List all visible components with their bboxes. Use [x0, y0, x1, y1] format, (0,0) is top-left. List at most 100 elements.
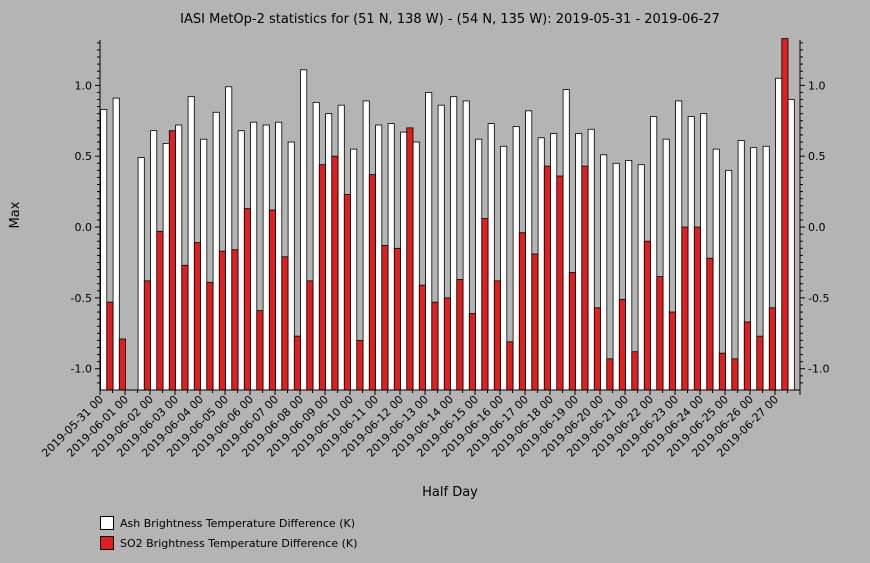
bars	[100, 38, 795, 391]
ash-bar	[212, 111, 220, 391]
ash-bar	[700, 113, 708, 391]
so2-bar	[756, 335, 764, 391]
ash-bar	[200, 138, 208, 391]
so2-bar	[556, 175, 564, 391]
y-tick-label-right: -1.0	[808, 363, 829, 376]
y-tick-label-right: 1.0	[808, 79, 826, 92]
so2-bar	[168, 130, 176, 391]
ash-bar	[375, 124, 383, 391]
legend-swatch-so2	[100, 536, 114, 550]
so2-bar	[268, 209, 276, 391]
so2-bar	[406, 127, 414, 391]
ash-bar	[312, 101, 320, 391]
ash-bar	[687, 116, 695, 391]
so2-bar	[781, 38, 789, 391]
ash-bar	[675, 100, 683, 391]
so2-bar	[381, 245, 389, 391]
ash-bar	[175, 124, 183, 391]
so2-bar	[643, 240, 651, 391]
ash-bar	[187, 96, 195, 391]
so2-bar	[693, 226, 701, 391]
ash-bar	[362, 100, 370, 391]
y-tick-label-right: -0.5	[808, 292, 829, 305]
ash-bar	[512, 126, 520, 391]
ash-bar	[350, 148, 358, 391]
ash-bar	[425, 92, 433, 391]
y-axis-label: Max	[8, 201, 23, 228]
ash-bar	[662, 138, 670, 391]
so2-bar	[668, 311, 676, 391]
so2-bar	[156, 230, 164, 391]
ash-bar	[625, 160, 633, 391]
so2-bar	[456, 279, 464, 391]
ash-bar	[637, 164, 645, 391]
ash-bar	[500, 145, 508, 391]
y-tick-label-right: 0.0	[808, 221, 826, 234]
x-axis-label: Half Day	[422, 485, 478, 500]
so2-bar	[231, 249, 239, 391]
ash-bar	[487, 123, 495, 391]
so2-bar	[443, 297, 451, 391]
ash-bar	[537, 137, 545, 391]
so2-bar	[281, 256, 289, 391]
so2-bar	[493, 280, 501, 391]
so2-bar	[118, 338, 126, 391]
so2-bar	[543, 165, 551, 391]
so2-bar	[206, 281, 214, 391]
ash-bar	[262, 124, 270, 391]
ash-bar	[750, 147, 758, 391]
y-tick-label-right: 0.5	[808, 150, 826, 163]
ash-bar	[337, 104, 345, 391]
so2-bar	[606, 358, 614, 391]
ash-bar	[437, 104, 445, 391]
ash-bar	[300, 69, 308, 391]
ash-bar	[100, 109, 108, 391]
ash-bar	[450, 96, 458, 391]
so2-bar	[506, 341, 514, 391]
ash-bar	[712, 148, 720, 391]
y-tick-label-left: -1.0	[71, 363, 92, 376]
ash-bar	[600, 154, 608, 391]
so2-bar	[343, 194, 351, 391]
ash-bar	[562, 89, 570, 391]
so2-bar	[356, 339, 364, 391]
so2-bar	[318, 164, 326, 391]
y-tick-label-left: -0.5	[71, 292, 92, 305]
so2-bar	[106, 301, 114, 391]
legend-item-so2: SO2 Brightness Temperature Difference (K…	[100, 533, 357, 553]
y-tick-label-left: 0.0	[75, 221, 93, 234]
so2-bar	[631, 351, 639, 391]
so2-bar	[193, 242, 201, 391]
ash-bar	[112, 97, 120, 391]
ash-bar	[762, 145, 770, 391]
so2-bar	[468, 313, 476, 391]
legend-label-so2: SO2 Brightness Temperature Difference (K…	[120, 536, 358, 550]
so2-bar	[518, 232, 526, 391]
ash-bar	[150, 130, 158, 391]
ash-bar	[775, 77, 783, 391]
so2-bar	[418, 284, 426, 391]
so2-bar	[481, 218, 489, 391]
chart-title: IASI MetOp-2 statistics for (51 N, 138 W…	[180, 12, 720, 27]
ash-bar	[287, 141, 295, 391]
ash-bar	[400, 131, 408, 391]
so2-bar	[243, 208, 251, 391]
so2-bar	[568, 271, 576, 391]
so2-bar	[618, 298, 626, 391]
ash-bar	[787, 99, 795, 391]
so2-bar	[256, 310, 264, 391]
so2-bar	[718, 352, 726, 391]
so2-bar	[731, 358, 739, 391]
so2-bar	[368, 174, 376, 391]
ash-bar	[737, 140, 745, 391]
so2-bar	[656, 276, 664, 391]
so2-bar	[768, 307, 776, 391]
ash-bar	[725, 169, 733, 391]
ash-bar	[250, 121, 258, 391]
so2-bar	[181, 264, 189, 391]
so2-bar	[681, 226, 689, 391]
ash-bar	[525, 110, 533, 391]
ash-bar	[275, 121, 283, 391]
ash-bar	[325, 113, 333, 391]
